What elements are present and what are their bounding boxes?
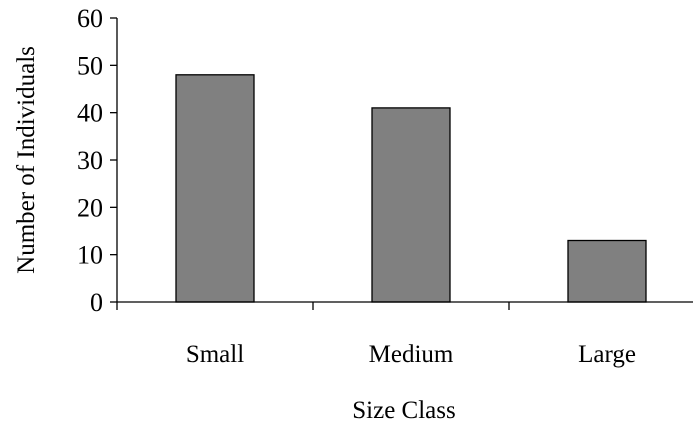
bar-large <box>567 239 647 303</box>
x-axis-title: Size Class <box>352 397 455 424</box>
bars-group <box>175 74 647 303</box>
y-tick-label: 40 <box>77 99 103 128</box>
y-axis-title: Number of Individuals <box>13 46 40 274</box>
y-axis: 0 10 20 30 40 50 60 <box>77 4 118 317</box>
x-axis: Small Medium Large <box>116 301 693 368</box>
y-tick-label: 60 <box>77 4 103 33</box>
x-category-label: Large <box>578 341 636 368</box>
x-category-label: Small <box>186 341 244 368</box>
x-category-label: Medium <box>369 341 454 368</box>
y-tick-label: 10 <box>77 241 103 270</box>
y-tick-label: 50 <box>77 51 103 80</box>
y-tick-label: 30 <box>77 146 103 175</box>
y-tick-label: 20 <box>77 193 103 222</box>
bar-small <box>175 74 255 303</box>
y-tick-label: 0 <box>90 288 103 317</box>
bar-medium <box>371 107 451 303</box>
